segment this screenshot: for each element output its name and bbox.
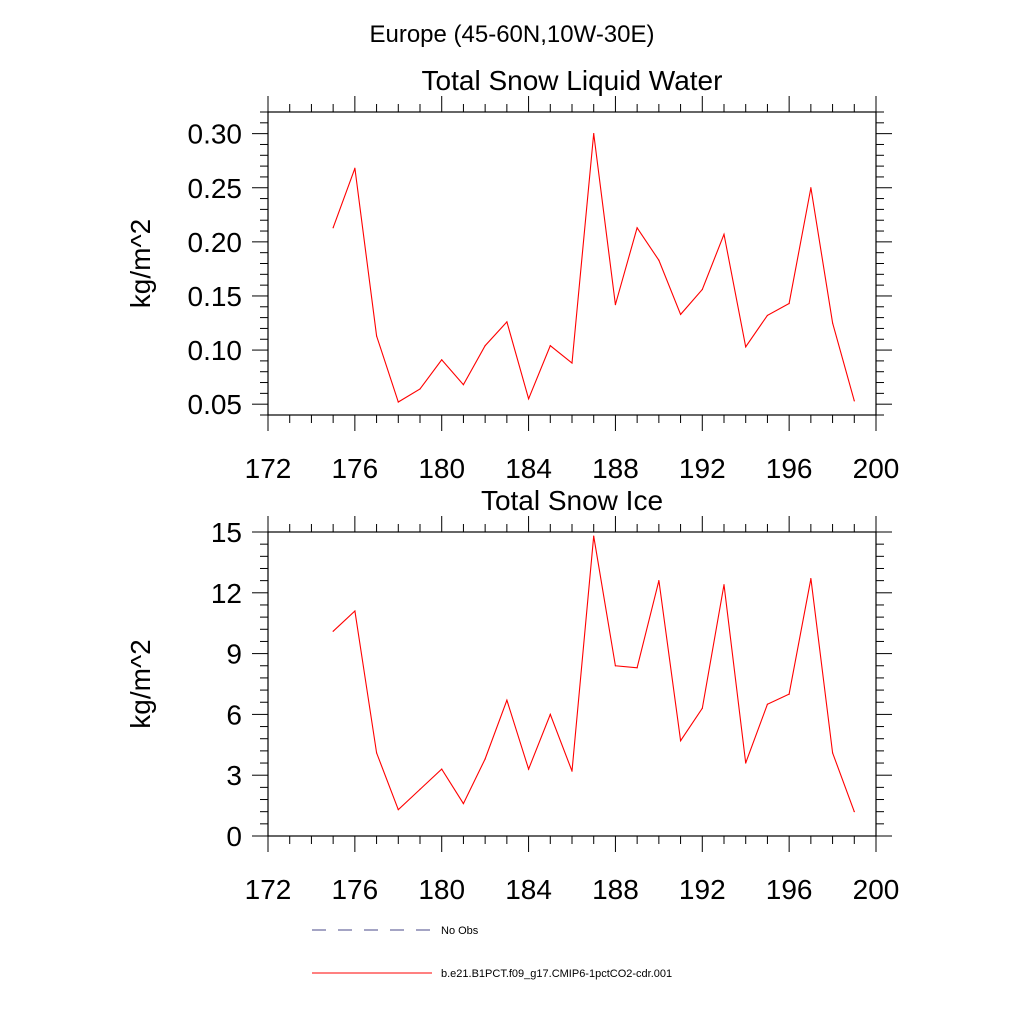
- y-tick-label: 9: [226, 639, 242, 670]
- y-axis-label: kg/m^2: [125, 219, 156, 308]
- snow-ice-panel: Total Snow Ice kg/m^2 172 176 180 184 188 192 19…: [125, 485, 899, 905]
- data-point: [723, 584, 725, 586]
- data-point: [810, 578, 812, 580]
- x-tick-label: 172: [245, 874, 292, 905]
- data-point: [766, 314, 769, 317]
- suptitle: Europe (45-60N,10W-30E): [369, 21, 654, 48]
- x-tick-label: 176: [331, 874, 378, 905]
- y-tick-label: 0.25: [188, 173, 243, 204]
- data-point: [506, 699, 508, 701]
- y-tick-label: 0.15: [188, 281, 243, 312]
- data-point: [332, 630, 334, 632]
- data-point: [441, 359, 443, 361]
- data-point: [658, 580, 660, 582]
- data-point: [419, 388, 421, 390]
- data-point: [549, 345, 551, 347]
- x-tick-label: 200: [853, 453, 900, 484]
- y-tick-label: 0.05: [188, 389, 243, 420]
- x-tick-label: 184: [505, 453, 552, 484]
- data-point: [375, 752, 378, 754]
- x-tick-label: 200: [853, 874, 900, 905]
- data-point: [593, 133, 595, 135]
- data-point: [484, 345, 486, 347]
- data-point: [527, 768, 530, 770]
- y-tick-label: 12: [211, 578, 242, 609]
- y-tick-label: 0.20: [188, 227, 243, 258]
- series-line: [332, 536, 855, 812]
- x-tick-label: 180: [418, 453, 465, 484]
- x-tick-label: 196: [766, 874, 813, 905]
- x-tick-label: 172: [245, 453, 292, 484]
- data-point: [679, 740, 682, 742]
- data-point: [766, 703, 769, 705]
- data-point: [636, 227, 638, 229]
- panel-title: Total Snow Liquid Water: [422, 65, 723, 96]
- data-point: [375, 335, 378, 337]
- x-tick-label: 184: [505, 874, 552, 905]
- data-point: [788, 693, 790, 695]
- snow-liquid-water-panel: Total Snow Liquid Water kg/m^2 172 176 180 18…: [125, 65, 899, 484]
- data-point: [701, 707, 703, 709]
- x-tick-label: 192: [679, 453, 726, 484]
- x-tick-label: 196: [766, 453, 813, 484]
- plot-frame: [267, 111, 877, 416]
- panel-title: Total Snow Ice: [481, 485, 663, 516]
- plot-frame: [267, 531, 877, 837]
- legend-no-obs-label: No Obs: [441, 925, 479, 937]
- y-axis-label: kg/m^2: [125, 639, 156, 728]
- y-tick-label: 3: [226, 760, 242, 791]
- data-point: [745, 762, 747, 764]
- data-point: [788, 302, 790, 305]
- x-tick-label: 188: [592, 874, 639, 905]
- data-point: [571, 770, 573, 772]
- data-point: [462, 802, 465, 805]
- legend-series-label: b.e21.B1PCT.f09_g17.CMIP6-1pctCO2-cdr.00…: [441, 968, 672, 980]
- data-point: [397, 401, 399, 403]
- x-tick-label: 176: [331, 453, 378, 484]
- data-point: [658, 259, 660, 261]
- data-point: [354, 610, 356, 612]
- data-point: [332, 227, 334, 229]
- data-point: [593, 535, 595, 537]
- data-point: [484, 758, 486, 760]
- legend: No Obs b.e21.B1PCT.f09_g17.CMIP6-1pctCO2…: [312, 925, 672, 980]
- data-point: [853, 400, 855, 402]
- data-point: [527, 398, 530, 400]
- data-point: [636, 667, 638, 669]
- data-point: [549, 713, 551, 716]
- data-point: [810, 187, 812, 189]
- y-tick-label: 0.30: [188, 119, 243, 150]
- data-point: [571, 362, 573, 364]
- x-tick-label: 192: [679, 874, 726, 905]
- x-tick-label: 188: [592, 453, 639, 484]
- data-point: [397, 809, 399, 811]
- data-point: [506, 321, 508, 323]
- y-tick-label: 0: [226, 821, 242, 852]
- y-tick-label: 6: [226, 699, 242, 730]
- data-point: [831, 752, 834, 754]
- data-point: [354, 167, 356, 169]
- data-point: [723, 233, 725, 235]
- data-point: [614, 304, 617, 306]
- y-tick-label: 0.10: [188, 335, 243, 366]
- data-point: [701, 288, 703, 291]
- data-point: [462, 384, 465, 386]
- data-point: [831, 322, 834, 324]
- y-tick-label: 15: [211, 517, 242, 548]
- x-tick-label: 180: [418, 874, 465, 905]
- data-point: [745, 346, 747, 348]
- data-point: [441, 768, 443, 770]
- data-point: [853, 811, 855, 813]
- series-line: [332, 133, 855, 403]
- data-point: [679, 313, 682, 315]
- data-point: [419, 788, 421, 790]
- data-point: [614, 665, 617, 667]
